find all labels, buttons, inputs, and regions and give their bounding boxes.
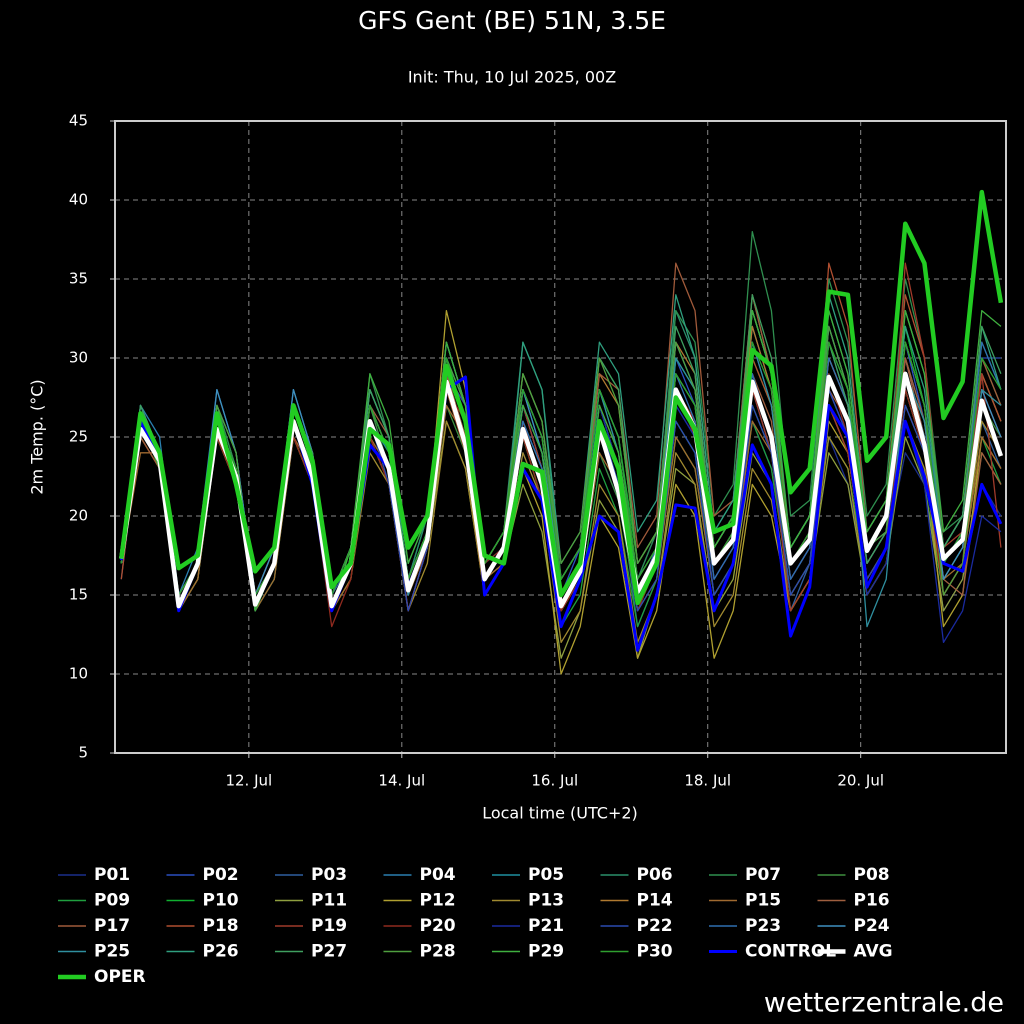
legend-label: P26 <box>203 942 239 962</box>
legend-label: P04 <box>420 865 456 885</box>
legend-label: P01 <box>94 865 130 885</box>
legend-label: P16 <box>854 891 890 911</box>
legend-label: P19 <box>311 916 347 936</box>
legend-label: P13 <box>528 891 564 911</box>
series-line <box>119 189 1004 606</box>
legend-label: P14 <box>637 891 673 911</box>
legend-label: P30 <box>637 942 673 962</box>
y-tick-label: 10 <box>69 665 88 683</box>
plot-frame <box>114 120 1007 754</box>
legend-label: P20 <box>420 916 456 936</box>
chart-subtitle: Init: Thu, 10 Jul 2025, 00Z <box>408 68 616 87</box>
legend-label: CONTROL <box>745 942 836 962</box>
legend-label: P21 <box>528 916 564 936</box>
legend-label: P10 <box>203 891 239 911</box>
x-tick-label: 20. Jul <box>837 772 884 790</box>
legend-label: P05 <box>528 865 564 885</box>
series-line <box>119 371 1004 609</box>
y-tick-label: 25 <box>69 428 88 446</box>
legend-label: P09 <box>94 891 130 911</box>
legend-label: P08 <box>854 865 890 885</box>
y-tick-label: 40 <box>69 191 88 209</box>
y-tick-label: 15 <box>69 586 88 604</box>
legend-label: P15 <box>745 891 781 911</box>
legend-label: P28 <box>420 942 456 962</box>
legend-label: P12 <box>420 891 456 911</box>
legend-label: OPER <box>94 967 146 987</box>
legend-label: P24 <box>854 916 890 936</box>
x-tick-label: 16. Jul <box>531 772 578 790</box>
y-tick-label: 30 <box>69 349 88 367</box>
legend-label: AVG <box>854 942 893 962</box>
legend-label: P25 <box>94 942 130 962</box>
legend-label: P29 <box>528 942 564 962</box>
x-tick-label: 12. Jul <box>225 772 272 790</box>
legend-label: P17 <box>94 916 130 936</box>
legend-label: P03 <box>311 865 347 885</box>
legend-label: P23 <box>745 916 781 936</box>
legend-label: P18 <box>203 916 239 936</box>
legend-label: P22 <box>637 916 673 936</box>
x-axis-label: Local time (UTC+2) <box>482 804 638 823</box>
y-tick-label: 45 <box>69 112 88 130</box>
legend-label: P06 <box>637 865 673 885</box>
watermark: wetterzentrale.de <box>764 988 1004 1019</box>
y-axis-label: 2m Temp. (°C) <box>28 379 47 494</box>
legend-label: P11 <box>311 891 347 911</box>
chart-title: GFS Gent (BE) 51N, 3.5E <box>358 6 666 35</box>
y-tick-label: 20 <box>69 507 88 525</box>
y-tick-label: 5 <box>78 744 88 762</box>
x-tick-label: 18. Jul <box>684 772 731 790</box>
legend-label: P27 <box>311 942 347 962</box>
legend-label: P02 <box>203 865 239 885</box>
x-tick-label: 14. Jul <box>378 772 425 790</box>
legend-label: P07 <box>745 865 781 885</box>
y-tick-label: 35 <box>69 270 88 288</box>
